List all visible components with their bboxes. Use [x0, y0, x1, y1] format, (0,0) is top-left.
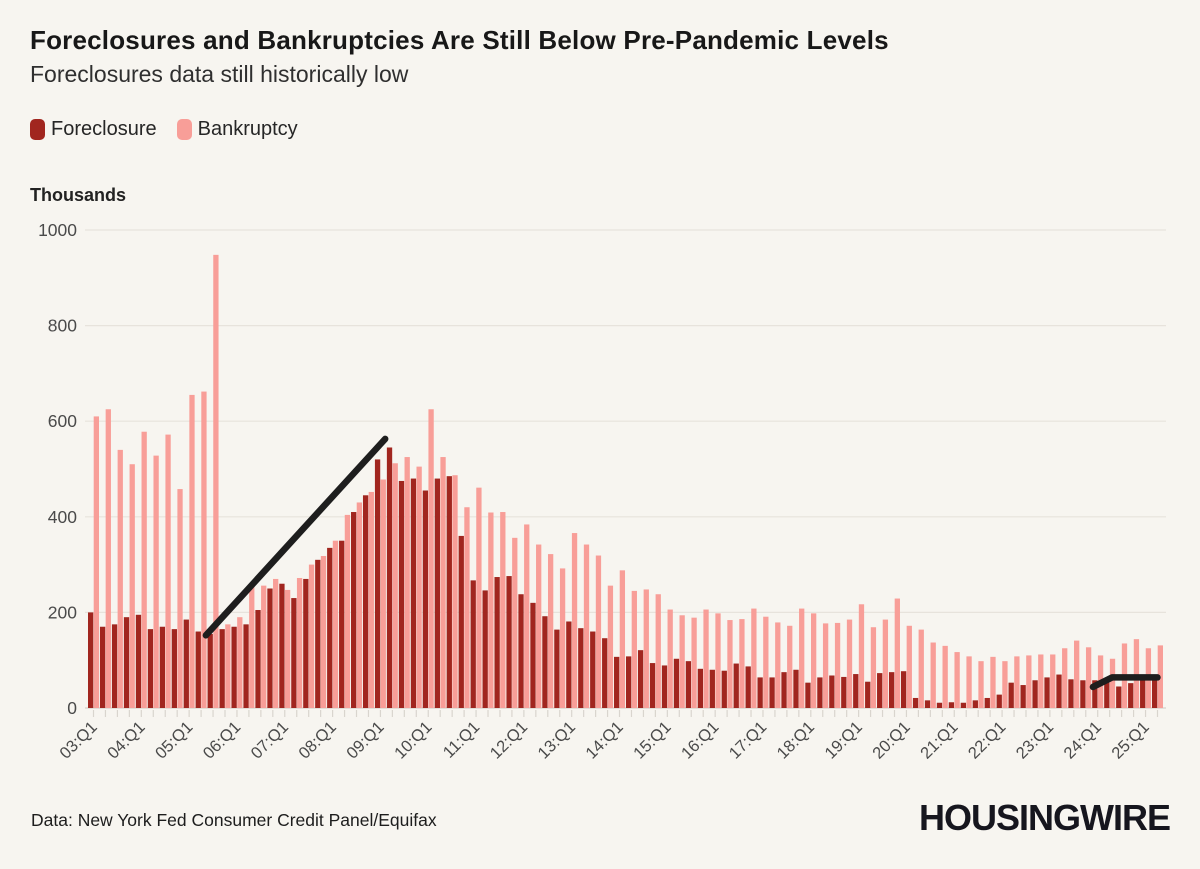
svg-text:20:Q1: 20:Q1	[869, 718, 914, 763]
y-axis-title: Thousands	[30, 185, 127, 205]
svg-text:23:Q1: 23:Q1	[1013, 718, 1058, 763]
svg-text:24:Q1: 24:Q1	[1061, 718, 1106, 763]
source-note: Data: New York Fed Consumer Credit Panel…	[31, 810, 437, 830]
legend-item-bankruptcy: Bankruptcy	[176, 118, 298, 141]
svg-text:03:Q1: 03:Q1	[56, 718, 101, 763]
chart-title: Foreclosures and Bankruptcies Are Still …	[30, 25, 889, 55]
svg-text:12:Q1: 12:Q1	[487, 718, 532, 763]
svg-text:0: 0	[67, 698, 77, 718]
legend-label-bankruptcy: Bankruptcy	[197, 118, 298, 140]
svg-text:400: 400	[48, 507, 77, 527]
svg-text:21:Q1: 21:Q1	[917, 718, 962, 763]
svg-text:25:Q1: 25:Q1	[1108, 718, 1153, 763]
svg-text:22:Q1: 22:Q1	[965, 718, 1010, 763]
foreclosure-swatch-icon	[30, 119, 45, 140]
chart-subtitle: Foreclosures data still historically low	[30, 61, 409, 87]
svg-text:07:Q1: 07:Q1	[248, 718, 293, 763]
svg-text:15:Q1: 15:Q1	[630, 718, 675, 763]
svg-text:13:Q1: 13:Q1	[535, 718, 580, 763]
svg-text:200: 200	[48, 602, 77, 622]
svg-text:05:Q1: 05:Q1	[152, 718, 197, 763]
svg-text:19:Q1: 19:Q1	[821, 718, 866, 763]
svg-text:11:Q1: 11:Q1	[440, 718, 484, 762]
bankruptcy-swatch-icon	[176, 119, 192, 140]
svg-text:800: 800	[48, 316, 77, 336]
svg-text:06:Q1: 06:Q1	[200, 718, 245, 763]
svg-text:600: 600	[48, 411, 77, 431]
legend: Foreclosure Bankruptcy	[30, 118, 298, 141]
svg-text:04:Q1: 04:Q1	[104, 718, 149, 763]
legend-label-foreclosure: Foreclosure	[51, 118, 157, 140]
svg-text:1000: 1000	[38, 220, 77, 240]
svg-text:18:Q1: 18:Q1	[774, 718, 819, 763]
svg-text:14:Q1: 14:Q1	[582, 718, 627, 763]
svg-text:16:Q1: 16:Q1	[678, 718, 723, 763]
housingwire-logo: HOUSINGWIRE	[918, 797, 1171, 838]
svg-text:17:Q1: 17:Q1	[726, 718, 771, 763]
svg-text:09:Q1: 09:Q1	[343, 718, 388, 763]
svg-text:10:Q1: 10:Q1	[391, 718, 436, 763]
bar-chart-canvas: 0 200 400 600 800 1000 03:Q1 04:Q1 05:Q1 06:Q1 07:…	[38, 220, 1166, 763]
legend-item-foreclosure: Foreclosure	[30, 118, 157, 141]
svg-text:08:Q1: 08:Q1	[295, 718, 340, 763]
